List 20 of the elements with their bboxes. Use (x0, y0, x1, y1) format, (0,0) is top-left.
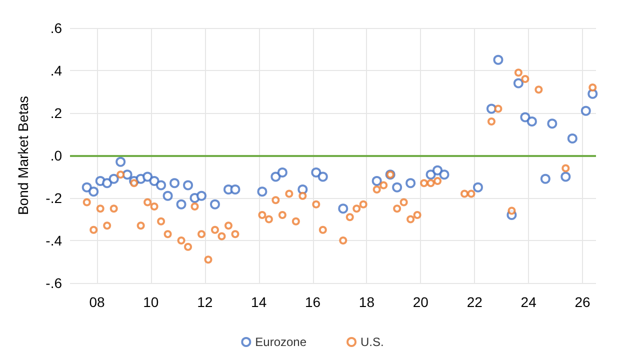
x-tick-label: 18 (358, 294, 375, 310)
x-tick-label: 12 (197, 294, 213, 310)
y-tick-label: .4 (50, 62, 62, 78)
y-tick-label: -.6 (46, 275, 62, 291)
x-tick-label: 08 (89, 294, 105, 310)
y-tick-label: -.2 (46, 190, 62, 206)
legend-label: U.S. (360, 335, 384, 349)
x-tick-label: 16 (304, 294, 321, 310)
y-tick-label: .6 (50, 20, 62, 36)
x-tick-label: 22 (466, 294, 483, 310)
x-tick-label: 14 (251, 294, 267, 310)
legend-label: Eurozone (255, 335, 307, 349)
y-axis-title: Bond Market Betas (15, 96, 31, 216)
y-tick-label: .0 (50, 148, 62, 164)
y-tick-label: .2 (50, 105, 62, 121)
y-tick-label: -.4 (46, 232, 62, 248)
x-tick-label: 26 (574, 294, 591, 310)
x-tick-label: 24 (520, 294, 537, 310)
x-tick-label: 20 (412, 294, 429, 310)
x-tick-label: 10 (143, 294, 159, 310)
